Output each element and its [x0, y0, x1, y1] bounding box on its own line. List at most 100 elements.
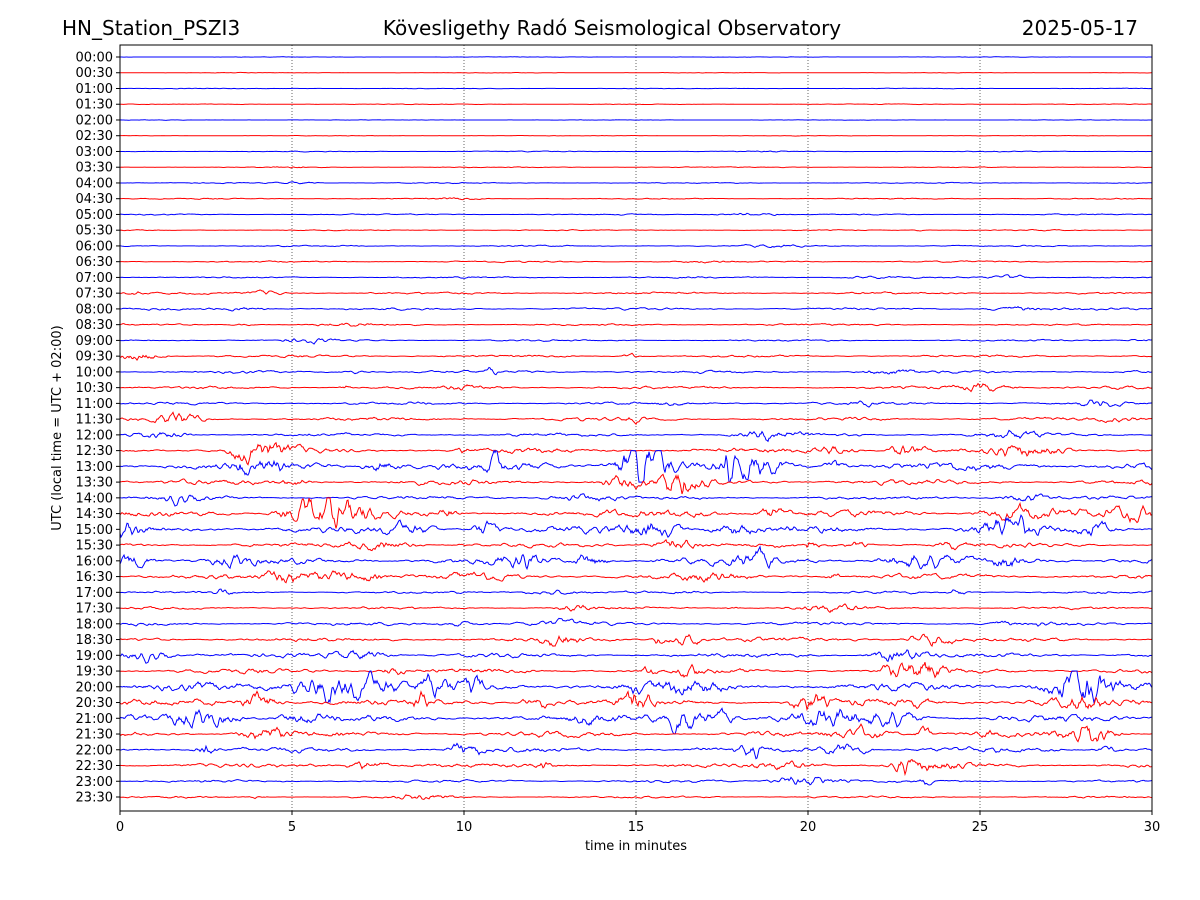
y-tick-label: 18:00 — [76, 617, 113, 632]
y-tick-label: 17:30 — [76, 602, 113, 617]
grid — [291, 45, 981, 811]
y-tick-label: 00:00 — [76, 51, 113, 66]
y-tick-label: 02:30 — [76, 129, 113, 144]
chart-title: Kövesligethy Radó Seismological Observat… — [383, 16, 841, 40]
trace-2230 — [119, 758, 1153, 777]
y-tick-label: 22:30 — [76, 759, 113, 774]
y-tick-label: 04:30 — [76, 192, 113, 207]
trace-2030 — [119, 690, 1153, 712]
trace-1830 — [119, 633, 1153, 648]
y-tick-label: 21:30 — [76, 728, 113, 743]
y-tick-label: 04:00 — [76, 176, 113, 191]
trace-1200 — [119, 429, 1153, 443]
trace-0500 — [119, 212, 1153, 216]
trace-0130 — [119, 103, 1153, 106]
trace-0330 — [119, 166, 1153, 169]
trace-2130 — [119, 723, 1153, 743]
y-tick-label: 15:00 — [76, 523, 113, 538]
y-tick-label: 08:30 — [76, 318, 113, 333]
x-tick-label: 5 — [288, 820, 296, 835]
y-axis-label: UTC (local time = UTC + 02:00) — [50, 325, 65, 530]
x-axis-label: time in minutes — [585, 839, 687, 854]
y-tick-label: 13:30 — [76, 476, 113, 491]
y-tick-label: 09:30 — [76, 350, 113, 365]
y-tick-label: 11:00 — [76, 397, 113, 412]
trace-1300 — [119, 449, 1153, 483]
y-tick-label: 20:30 — [76, 696, 113, 711]
trace-0600 — [119, 243, 1153, 249]
y-tick-label: 06:00 — [76, 239, 113, 254]
trace-0430 — [119, 197, 1153, 201]
y-tick-label: 10:00 — [76, 365, 113, 380]
trace-1500 — [119, 514, 1153, 539]
y-tick-label: 14:00 — [76, 491, 113, 506]
y-tick-label: 15:30 — [76, 539, 113, 554]
trace-0230 — [119, 134, 1153, 137]
y-tick-label: 13:00 — [76, 460, 113, 475]
trace-1900 — [119, 649, 1153, 664]
y-tick-label: 12:00 — [76, 428, 113, 443]
y-tick-label: 09:00 — [76, 334, 113, 349]
trace-0030 — [119, 71, 1153, 74]
trace-0830 — [119, 322, 1152, 327]
trace-1030 — [119, 382, 1153, 393]
x-tick-label: 25 — [972, 820, 989, 835]
y-tick-label: 01:30 — [76, 98, 113, 113]
y-axis: 00:0000:3001:0001:3002:0002:3003:0003:30… — [76, 51, 120, 806]
y-tick-label: 08:00 — [76, 302, 113, 317]
y-tick-label: 22:00 — [76, 743, 113, 758]
trace-2100 — [119, 707, 1153, 735]
y-tick-label: 01:00 — [76, 82, 113, 97]
y-tick-label: 02:00 — [76, 113, 113, 128]
trace-0300 — [120, 150, 1153, 153]
trace-0730 — [119, 289, 1153, 296]
y-tick-label: 18:30 — [76, 633, 113, 648]
trace-0900 — [119, 338, 1153, 345]
traces — [119, 56, 1153, 800]
y-tick-label: 03:00 — [76, 145, 113, 160]
trace-1400 — [119, 493, 1153, 507]
trace-1800 — [119, 617, 1153, 627]
y-tick-label: 10:30 — [76, 381, 113, 396]
y-tick-label: 19:30 — [76, 665, 113, 680]
trace-1930 — [119, 662, 1153, 679]
x-tick-label: 15 — [628, 820, 645, 835]
trace-0630 — [119, 260, 1153, 264]
y-tick-label: 05:00 — [76, 208, 113, 223]
trace-0100 — [119, 87, 1153, 90]
x-axis: 0 5 10 15 20 25 30 — [116, 811, 1160, 835]
y-tick-label: 17:00 — [76, 586, 113, 601]
y-tick-label: 23:00 — [76, 775, 113, 790]
y-tick-label: 12:30 — [76, 444, 113, 459]
y-tick-label: 20:00 — [76, 680, 113, 695]
date-title: 2025-05-17 — [1022, 16, 1138, 40]
trace-1130 — [119, 411, 1153, 425]
y-tick-label: 14:30 — [76, 507, 113, 522]
trace-2300 — [119, 776, 1153, 786]
y-tick-label: 05:30 — [76, 224, 113, 239]
y-tick-label: 16:00 — [76, 554, 113, 569]
y-tick-label: 16:30 — [76, 570, 113, 585]
trace-1100 — [119, 399, 1153, 408]
y-tick-label: 06:30 — [76, 255, 113, 270]
trace-1230 — [119, 441, 1153, 466]
trace-0700 — [119, 274, 1153, 280]
station-title: HN_Station_PSZI3 — [62, 16, 240, 40]
trace-0000 — [119, 56, 1153, 58]
trace-2330 — [119, 794, 1153, 800]
x-tick-label: 30 — [1144, 820, 1161, 835]
plot-frame — [119, 44, 1153, 812]
trace-2000 — [119, 670, 1153, 705]
x-tick-label: 0 — [116, 820, 124, 835]
y-tick-label: 07:30 — [76, 287, 113, 302]
trace-0530 — [119, 229, 1153, 232]
trace-1330 — [119, 473, 1153, 495]
y-tick-label: 21:00 — [76, 712, 113, 727]
trace-1700 — [119, 588, 1153, 595]
trace-1730 — [119, 603, 1153, 614]
trace-0800 — [119, 306, 1153, 312]
y-tick-label: 00:30 — [76, 66, 113, 81]
trace-1530 — [119, 538, 1153, 552]
x-tick-label: 20 — [800, 820, 817, 835]
